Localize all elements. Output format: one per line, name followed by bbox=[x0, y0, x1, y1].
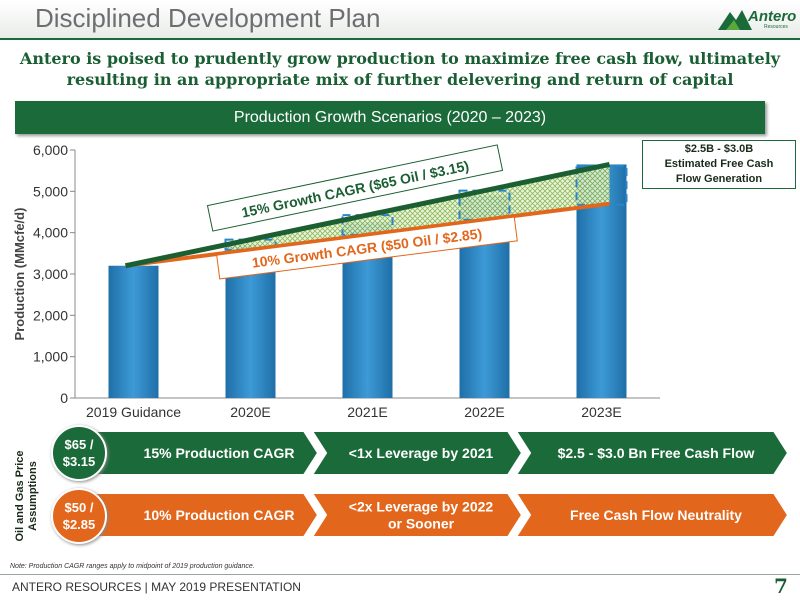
header-bar bbox=[0, 0, 800, 38]
bar-2019-guidance bbox=[108, 265, 159, 398]
label-10pct-border bbox=[216, 216, 518, 280]
bar-range-outline bbox=[575, 165, 628, 206]
x-tick-label: 2022E bbox=[464, 404, 504, 420]
y-axis-label: Production (MMcfe/d) bbox=[12, 208, 27, 341]
header-divider bbox=[0, 38, 800, 40]
fcf-callout: $2.5B - $3.0B Estimated Free Cash Flow G… bbox=[642, 140, 796, 189]
fcf-callout-line-2: Estimated Free Cash bbox=[664, 158, 774, 170]
scenario-0-step-1-label: <1x Leverage by 2021 bbox=[349, 445, 494, 461]
price-badge-50-line-2: $2.85 bbox=[62, 517, 96, 532]
assumptions-label: Oil and Gas Price Assumptions bbox=[14, 450, 39, 541]
x-tick-label: 2021E bbox=[347, 404, 387, 420]
x-tick-label: 2019 Guidance bbox=[86, 404, 181, 420]
y-tick-label: 4,000 bbox=[33, 225, 68, 241]
subtitle-line-2: resulting in an appropriate mix of furth… bbox=[66, 70, 734, 89]
assumptions-label-line-1: Oil and Gas Price bbox=[14, 450, 26, 541]
price-badge-65: $65 / $3.15 bbox=[51, 425, 107, 481]
y-tick-label: 6,000 bbox=[33, 142, 68, 158]
assumptions-label-line-2: Assumptions bbox=[27, 461, 39, 531]
footer-text: ANTERO RESOURCES | MAY 2019 PRESENTATION bbox=[12, 580, 301, 594]
y-tick-label: 3,000 bbox=[33, 266, 68, 282]
subtitle-line-1: Antero is poised to prudently grow produ… bbox=[19, 49, 781, 68]
production-chart: 0 1,000 2,000 3,000 4,000 5,000 6,000 Productio… bbox=[12, 142, 660, 420]
price-badge-50: $50 / $2.85 bbox=[51, 488, 107, 544]
line-15pct-growth bbox=[124, 162, 611, 269]
y-tick-label: 0 bbox=[60, 390, 68, 406]
price-badge-65-line-1: $65 / bbox=[64, 437, 94, 452]
price-badge-65-line-2: $3.15 bbox=[62, 454, 96, 469]
scenario-flows: 15% Production CAGR <1x Leverage by 2021 $… bbox=[77, 430, 790, 538]
logo-text: Antero bbox=[748, 8, 797, 25]
scenario-1-step-0-label: 10% Production CAGR bbox=[144, 507, 295, 523]
fcf-callout-line-3: Flow Generation bbox=[675, 173, 763, 185]
scenario-1-step-2-chevron bbox=[514, 492, 790, 538]
label-15pct-border bbox=[206, 144, 504, 232]
line-10pct-growth bbox=[125, 201, 610, 268]
scenario-1-step-1-label: or Sooner bbox=[388, 516, 455, 532]
footer-divider bbox=[0, 574, 800, 575]
scenario-0-step-2-label: $2.5 - $3.0 Bn Free Cash Flow bbox=[558, 445, 755, 461]
logo-subtext: Resources bbox=[764, 24, 788, 30]
scenario-1-step-1-chevron bbox=[310, 492, 524, 538]
footnote: Note: Production CAGR ranges apply to mi… bbox=[10, 563, 255, 570]
scenario-1-step-1-label: <2x Leverage by 2022 bbox=[349, 499, 494, 515]
scenario-0-step-1-chevron bbox=[310, 430, 524, 476]
y-tick-label: 5,000 bbox=[33, 183, 68, 199]
x-tick-label: 2023E bbox=[581, 404, 621, 420]
fcf-callout-line-1: $2.5B - $3.0B bbox=[684, 143, 754, 155]
y-tick-label: 2,000 bbox=[33, 307, 68, 323]
y-tick-label: 1,000 bbox=[33, 349, 68, 365]
scenario-0-step-2-chevron bbox=[514, 430, 790, 476]
scenario-1-step-2-label: Free Cash Flow Neutrality bbox=[570, 507, 742, 523]
x-tick-label: 2020E bbox=[230, 404, 270, 420]
price-badge-50-line-1: $50 / bbox=[64, 500, 94, 515]
page-title: Disciplined Development Plan bbox=[35, 3, 381, 33]
page-number: 7 bbox=[774, 574, 788, 598]
subtitle: Antero is poised to prudently grow produ… bbox=[0, 48, 800, 90]
section-banner: Production Growth Scenarios (2020 – 2023… bbox=[15, 101, 765, 134]
scenario-0-step-0-label: 15% Production CAGR bbox=[144, 445, 295, 461]
logo-mountain-icon bbox=[718, 10, 752, 30]
